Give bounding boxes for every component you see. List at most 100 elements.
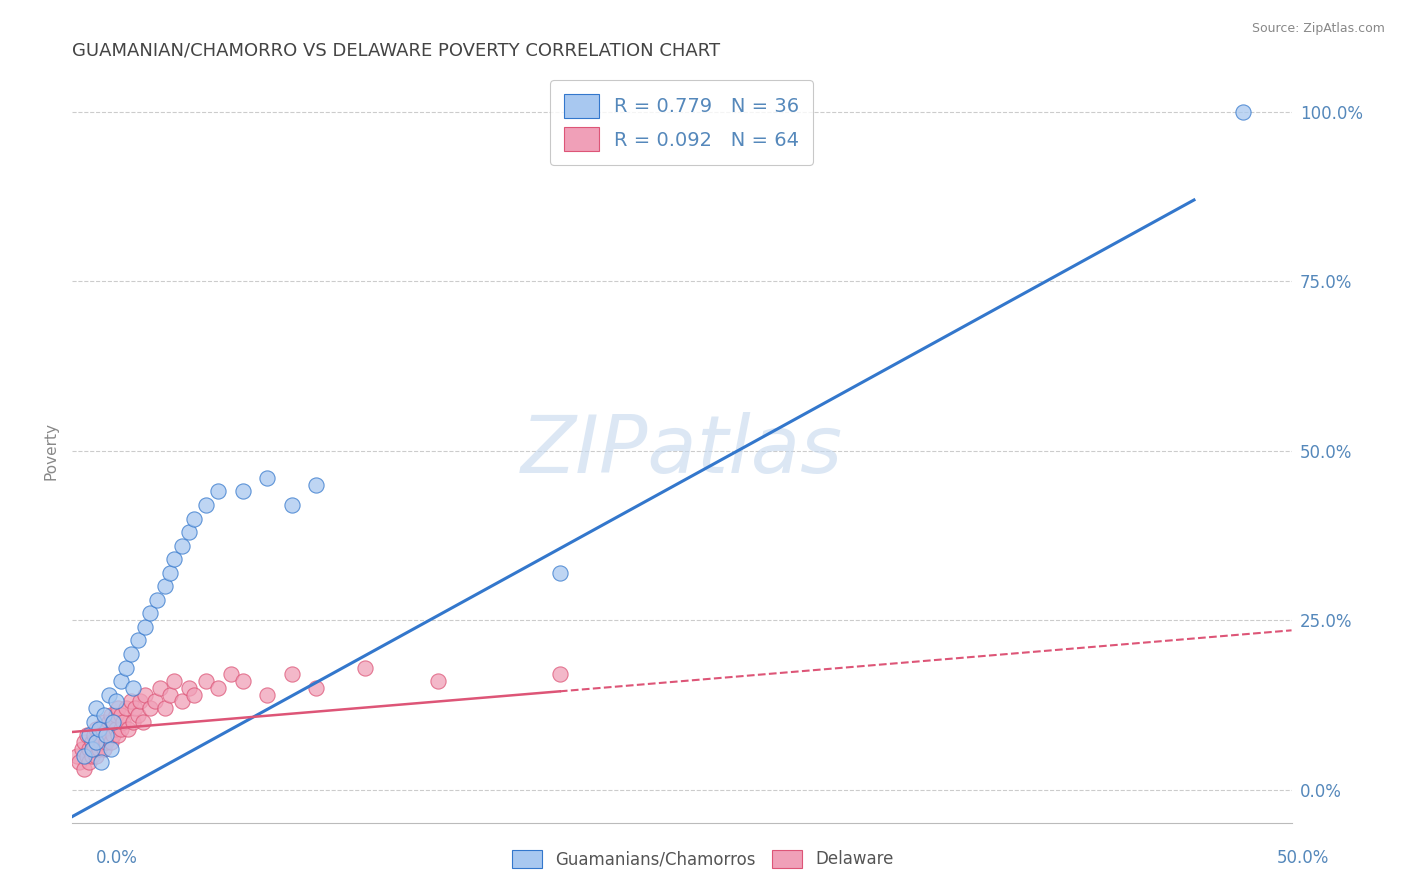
Point: [124, 701, 146, 715]
Point: [153, 579, 176, 593]
Point: [122, 714, 145, 729]
Point: [153, 701, 176, 715]
Point: [104, 694, 127, 708]
Point: [86, 748, 108, 763]
Point: [195, 674, 218, 689]
Point: [139, 701, 162, 715]
Point: [149, 681, 172, 695]
Point: [77, 742, 100, 756]
Point: [100, 735, 122, 749]
Point: [103, 728, 125, 742]
Point: [80, 735, 103, 749]
Point: [70, 742, 93, 756]
Point: [232, 674, 254, 689]
Point: [83, 714, 105, 729]
Point: [305, 681, 328, 695]
Point: [195, 498, 218, 512]
Point: [110, 722, 132, 736]
Point: [97, 714, 120, 729]
Point: [426, 674, 449, 689]
Point: [90, 756, 112, 770]
Point: [120, 694, 142, 708]
Point: [80, 742, 103, 756]
Y-axis label: Poverty: Poverty: [44, 422, 58, 480]
Point: [80, 748, 103, 763]
Point: [219, 667, 242, 681]
Point: [159, 688, 181, 702]
Point: [86, 735, 108, 749]
Point: [548, 566, 571, 580]
Point: [77, 728, 100, 742]
Point: [103, 714, 125, 729]
Point: [96, 728, 118, 742]
Point: [232, 484, 254, 499]
Point: [117, 722, 139, 736]
Point: [100, 742, 122, 756]
Point: [96, 722, 118, 736]
Point: [97, 688, 120, 702]
Point: [110, 708, 132, 723]
Point: [90, 722, 112, 736]
Point: [66, 748, 89, 763]
Point: [112, 714, 135, 729]
Point: [87, 728, 110, 742]
Point: [207, 484, 229, 499]
Point: [93, 714, 115, 729]
Point: [83, 742, 105, 756]
Point: [100, 708, 122, 723]
Point: [104, 708, 127, 723]
Point: [134, 688, 156, 702]
Point: [73, 735, 96, 749]
Point: [107, 701, 129, 715]
Point: [548, 667, 571, 681]
Point: [67, 756, 90, 770]
Point: [143, 694, 166, 708]
Point: [127, 633, 149, 648]
Point: [122, 681, 145, 695]
Text: ZIPatlas: ZIPatlas: [520, 412, 842, 490]
Point: [207, 681, 229, 695]
Point: [86, 701, 108, 715]
Point: [177, 524, 200, 539]
Point: [120, 647, 142, 661]
Text: Source: ZipAtlas.com: Source: ZipAtlas.com: [1251, 22, 1385, 36]
Text: 50.0%: 50.0%: [1277, 849, 1329, 867]
Point: [103, 714, 125, 729]
Point: [97, 728, 120, 742]
Point: [73, 748, 96, 763]
Point: [93, 742, 115, 756]
Point: [163, 674, 186, 689]
Point: [139, 607, 162, 621]
Point: [77, 756, 100, 770]
Point: [170, 539, 193, 553]
Point: [107, 728, 129, 742]
Point: [114, 701, 136, 715]
Point: [163, 552, 186, 566]
Point: [114, 660, 136, 674]
Point: [183, 688, 205, 702]
Point: [96, 735, 118, 749]
Point: [134, 620, 156, 634]
Point: [87, 722, 110, 736]
Point: [280, 667, 302, 681]
Point: [1232, 104, 1254, 119]
Point: [76, 728, 98, 742]
Point: [127, 708, 149, 723]
Point: [86, 722, 108, 736]
Point: [104, 722, 127, 736]
Legend: R = 0.779   N = 36, R = 0.092   N = 64: R = 0.779 N = 36, R = 0.092 N = 64: [550, 80, 813, 165]
Point: [90, 735, 112, 749]
Text: GUAMANIAN/CHAMORRO VS DELAWARE POVERTY CORRELATION CHART: GUAMANIAN/CHAMORRO VS DELAWARE POVERTY C…: [72, 42, 720, 60]
Text: 0.0%: 0.0%: [96, 849, 138, 867]
Point: [93, 708, 115, 723]
Legend: Guamanians/Chamorros, Delaware: Guamanians/Chamorros, Delaware: [503, 841, 903, 877]
Point: [305, 477, 328, 491]
Point: [87, 742, 110, 756]
Point: [177, 681, 200, 695]
Point: [129, 694, 152, 708]
Point: [256, 688, 278, 702]
Point: [170, 694, 193, 708]
Point: [146, 592, 169, 607]
Point: [159, 566, 181, 580]
Point: [280, 498, 302, 512]
